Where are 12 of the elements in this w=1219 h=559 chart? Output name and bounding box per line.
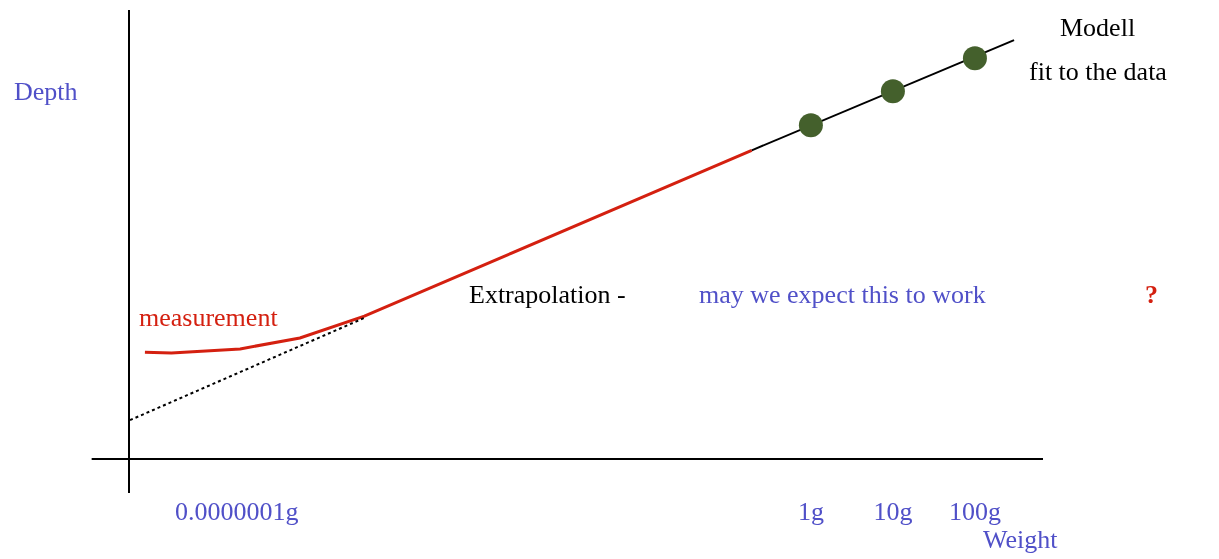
- x-axis-title: Weight: [983, 525, 1059, 554]
- x-tick-label: 1g: [797, 497, 824, 526]
- annotation: fit to the data: [1029, 57, 1168, 86]
- x-tick-label: 100g: [948, 497, 1001, 526]
- annotation: may we expect this to work: [699, 280, 986, 309]
- x-tick-label: 10g: [873, 497, 913, 526]
- y-axis-title: Depth: [14, 77, 78, 106]
- x-tick-label: 0.0000001g: [174, 497, 299, 526]
- series-label: measurement: [139, 303, 279, 332]
- text: Modell: [1060, 13, 1136, 42]
- annotation: Extrapolation -: [469, 280, 626, 309]
- text: ?: [1145, 280, 1158, 309]
